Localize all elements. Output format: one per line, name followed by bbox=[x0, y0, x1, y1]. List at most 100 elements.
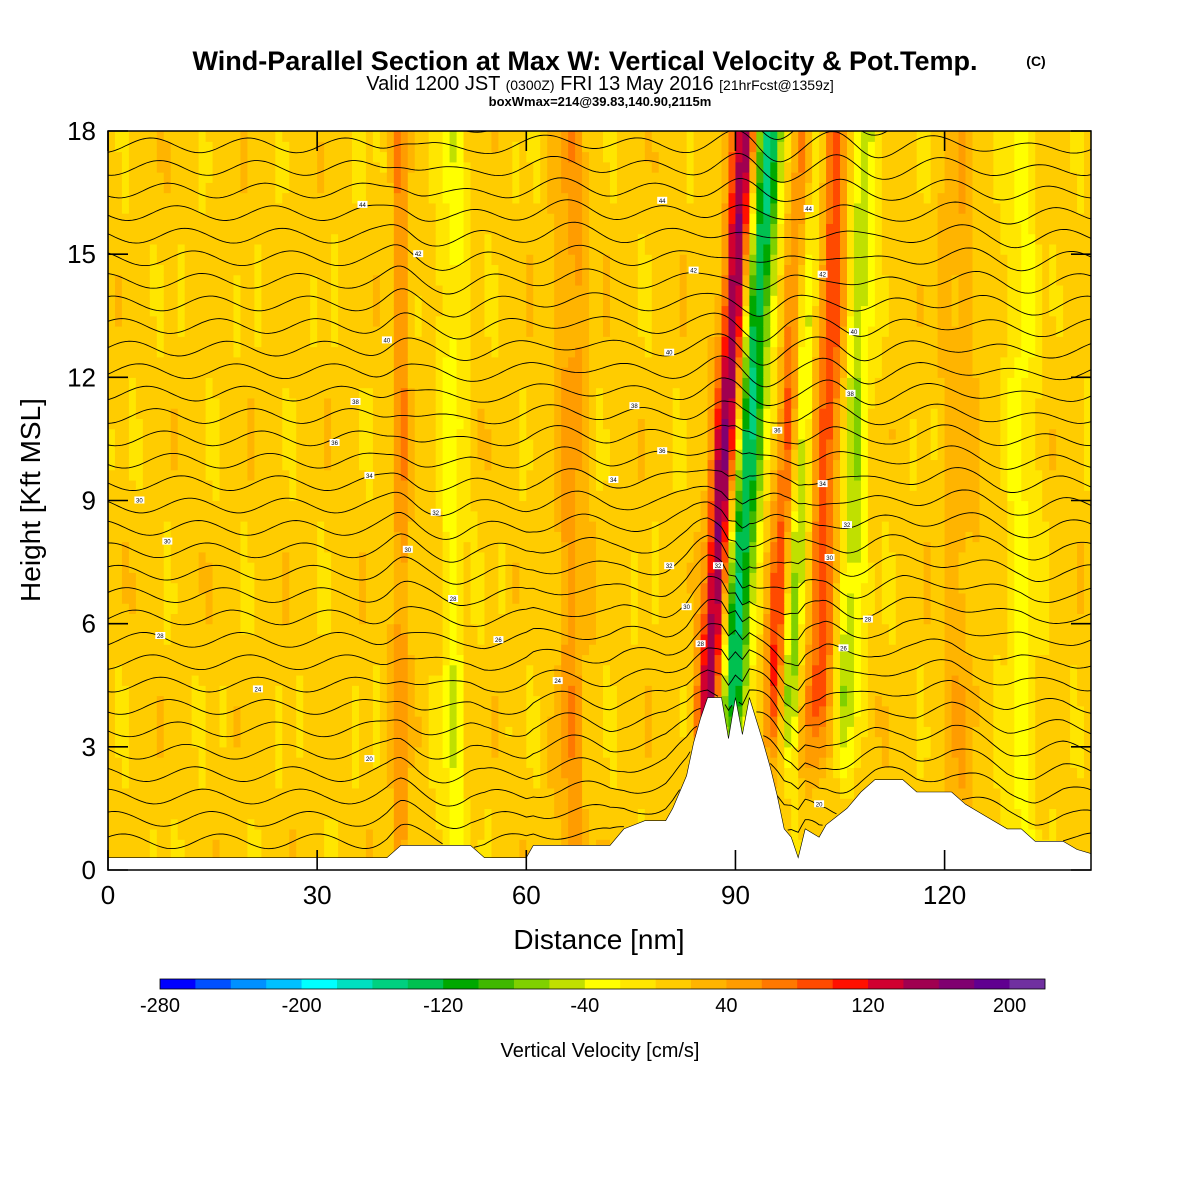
w-cell bbox=[177, 757, 186, 768]
w-cell bbox=[421, 572, 430, 584]
w-cell bbox=[582, 377, 590, 389]
w-cell bbox=[540, 551, 548, 563]
w-cell bbox=[289, 274, 297, 286]
w-cell bbox=[163, 274, 172, 286]
w-cell bbox=[435, 716, 444, 727]
w-cell bbox=[170, 582, 179, 594]
w-cell bbox=[400, 685, 409, 697]
w-cell bbox=[352, 603, 360, 614]
w-cell bbox=[442, 787, 451, 799]
w-cell bbox=[170, 572, 179, 584]
w-cell bbox=[135, 685, 144, 697]
w-cell bbox=[421, 757, 430, 768]
w-cell bbox=[261, 223, 269, 235]
w-cell bbox=[261, 787, 269, 799]
w-cell bbox=[498, 141, 506, 153]
w-cell bbox=[303, 849, 311, 861]
w-cell bbox=[331, 664, 339, 676]
w-cell bbox=[554, 767, 562, 779]
w-cell bbox=[296, 305, 304, 317]
w-cell bbox=[121, 674, 130, 686]
w-cell bbox=[289, 849, 297, 861]
w-cell bbox=[540, 654, 548, 666]
w-cell bbox=[338, 592, 346, 604]
w-cell bbox=[170, 592, 179, 604]
w-cell bbox=[268, 490, 276, 502]
w-cell bbox=[540, 274, 548, 286]
w-cell bbox=[142, 141, 151, 153]
w-cell bbox=[442, 213, 451, 224]
w-cell bbox=[247, 685, 255, 697]
w-cell bbox=[421, 510, 430, 522]
w-cell bbox=[519, 254, 527, 266]
w-cell bbox=[163, 623, 172, 635]
w-cell bbox=[128, 572, 137, 584]
w-cell bbox=[331, 295, 339, 307]
w-cell bbox=[142, 254, 151, 266]
w-cell bbox=[296, 541, 304, 553]
w-cell bbox=[212, 141, 221, 153]
w-cell bbox=[365, 213, 374, 224]
w-cell bbox=[393, 828, 402, 840]
w-cell bbox=[582, 418, 590, 430]
w-cell bbox=[435, 233, 444, 245]
w-cell bbox=[261, 541, 269, 553]
w-cell bbox=[526, 757, 534, 768]
w-cell bbox=[498, 151, 506, 163]
w-cell bbox=[296, 367, 304, 378]
w-cell bbox=[296, 818, 304, 830]
w-cell bbox=[254, 367, 262, 378]
w-cell bbox=[393, 736, 402, 748]
w-cell bbox=[275, 479, 283, 491]
w-cell bbox=[393, 449, 402, 461]
w-cell bbox=[512, 223, 520, 235]
w-cell bbox=[456, 746, 465, 758]
w-cell bbox=[400, 213, 409, 224]
w-cell bbox=[540, 254, 548, 266]
w-cell bbox=[582, 479, 590, 491]
w-cell bbox=[379, 798, 388, 810]
w-cell bbox=[282, 736, 290, 748]
w-cell bbox=[142, 182, 151, 194]
w-cell bbox=[275, 243, 283, 255]
w-cell bbox=[352, 213, 360, 224]
w-cell bbox=[149, 336, 158, 348]
w-cell bbox=[177, 572, 186, 584]
w-cell bbox=[477, 798, 486, 810]
w-cell bbox=[191, 500, 200, 512]
w-cell bbox=[505, 284, 513, 296]
w-cell bbox=[191, 131, 200, 142]
w-cell bbox=[303, 726, 311, 738]
w-cell bbox=[407, 695, 416, 707]
w-cell bbox=[449, 326, 458, 337]
w-cell bbox=[519, 623, 527, 635]
w-cell bbox=[128, 449, 137, 461]
w-cell bbox=[268, 223, 276, 235]
w-cell bbox=[331, 346, 339, 358]
w-cell bbox=[275, 787, 283, 799]
w-cell bbox=[540, 295, 548, 307]
w-cell bbox=[352, 716, 360, 727]
w-cell bbox=[205, 695, 214, 707]
w-cell bbox=[547, 674, 555, 686]
w-cell bbox=[561, 582, 569, 594]
w-cell bbox=[575, 746, 583, 758]
w-cell bbox=[582, 459, 590, 471]
w-cell bbox=[400, 479, 409, 491]
w-cell bbox=[128, 531, 137, 543]
w-cell bbox=[414, 551, 423, 563]
w-cell bbox=[268, 356, 276, 368]
w-cell bbox=[212, 428, 221, 440]
w-cell bbox=[400, 716, 409, 727]
w-cell bbox=[317, 264, 325, 276]
w-cell bbox=[303, 418, 311, 430]
w-cell bbox=[456, 172, 465, 183]
w-cell bbox=[428, 757, 437, 768]
w-cell bbox=[421, 736, 430, 748]
w-cell bbox=[428, 510, 437, 522]
w-cell bbox=[317, 151, 325, 163]
w-cell bbox=[205, 408, 214, 419]
w-cell bbox=[205, 243, 214, 255]
w-cell bbox=[498, 336, 506, 348]
w-cell bbox=[142, 131, 151, 142]
